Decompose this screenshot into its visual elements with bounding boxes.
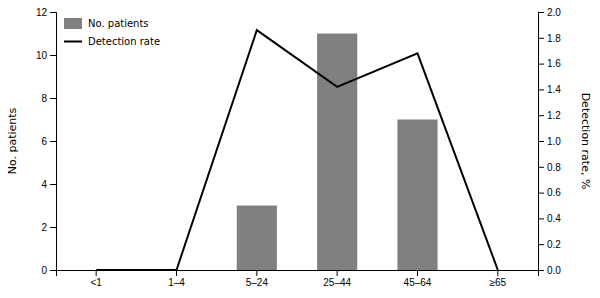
- plot: <1 1–4 5–24 25–44 45–64 ≥65 0 2 4 6 8 10 12 0.0 0.2 0.4…: [6, 7, 592, 288]
- tick: 1–4: [168, 270, 185, 288]
- tick-mark: [50, 141, 56, 142]
- tick-label: 45–64: [404, 277, 432, 288]
- tick-mark: [538, 64, 544, 65]
- tick: 0.0: [538, 265, 561, 276]
- tick: 25–44: [323, 270, 351, 288]
- legend-swatch: [64, 41, 82, 43]
- tick-mark: [50, 184, 56, 185]
- axis-title: Detection rate, %: [579, 93, 592, 190]
- tick: 2: [41, 222, 56, 233]
- bar: [317, 34, 357, 271]
- tick-mark: [538, 141, 544, 142]
- tick-label: 0: [41, 265, 47, 276]
- legend-label: No. patients: [88, 18, 149, 29]
- tick-mark: [50, 270, 56, 271]
- axis-title: No. patients: [6, 107, 19, 174]
- tick-label: 5–24: [246, 277, 269, 288]
- tick-mark: [256, 270, 257, 276]
- tick-label: 0.4: [547, 213, 561, 224]
- tick: <1: [90, 270, 102, 288]
- axis-line: [57, 271, 539, 277]
- tick-mark: [50, 98, 56, 99]
- tick-label: 2.0: [547, 7, 561, 18]
- bar: [397, 120, 437, 271]
- tick-label: 12: [36, 7, 48, 18]
- legend: No. patients Detection rate: [64, 18, 160, 47]
- tick: 1.6: [538, 58, 561, 69]
- tick-mark: [538, 193, 544, 194]
- tick-label: 8: [41, 93, 47, 104]
- tick: 0.2: [538, 239, 561, 250]
- tick: 12: [36, 7, 56, 18]
- tick: 5–24: [246, 270, 269, 288]
- legend-swatch: [64, 18, 82, 29]
- tick-label: 1.6: [547, 58, 561, 69]
- x-axis: <1 1–4 5–24 25–44 45–64 ≥65: [57, 270, 539, 288]
- bar-series: [237, 34, 438, 271]
- legend-label: Detection rate: [88, 36, 160, 47]
- tick-mark: [176, 270, 177, 276]
- tick-label: 1–4: [168, 277, 185, 288]
- tick: 1.0: [538, 136, 561, 147]
- tick-label: <1: [90, 277, 102, 288]
- tick: 10: [36, 50, 56, 61]
- tick-mark: [417, 270, 418, 276]
- tick-mark: [538, 270, 544, 271]
- tick: 1.4: [538, 84, 561, 95]
- tick-label: 4: [41, 179, 47, 190]
- tick-mark: [538, 244, 544, 245]
- tick-mark: [50, 12, 56, 13]
- tick-label: 6: [41, 136, 47, 147]
- tick-mark: [538, 115, 544, 116]
- tick-label: 0.6: [547, 187, 561, 198]
- tick: 0.8: [538, 162, 561, 173]
- tick: 1.8: [538, 33, 561, 44]
- chart: <1 1–4 5–24 25–44 45–64 ≥65 0 2 4 6 8 10 12 0.0 0.2 0.4…: [0, 0, 600, 298]
- tick: 4: [41, 179, 56, 190]
- y-axis: 0 2 4 6 8 10 12: [36, 7, 57, 276]
- y2-axis: 0.0 0.2 0.4 0.6 0.8 1.0 1.2 1.4 1.6 1.8 2.0: [538, 7, 561, 276]
- tick-mark: [50, 227, 56, 228]
- marks: [96, 30, 498, 270]
- tick: 0: [41, 265, 56, 276]
- tick-label: 1.2: [547, 110, 561, 121]
- tick-mark: [538, 38, 544, 39]
- tick-mark: [538, 218, 544, 219]
- tick-mark: [538, 12, 544, 13]
- tick-label: 25–44: [323, 277, 351, 288]
- tick-label: 2: [41, 222, 47, 233]
- legend-item: No. patients: [64, 18, 149, 29]
- tick-label: ≥65: [490, 277, 507, 288]
- tick-label: 0.0: [547, 265, 561, 276]
- tick: 1.2: [538, 110, 561, 121]
- tick-label: 1.8: [547, 33, 561, 44]
- tick: 0.6: [538, 187, 561, 198]
- tick-mark: [50, 55, 56, 56]
- tick-label: 1.0: [547, 136, 561, 147]
- axis-line: [50, 13, 57, 271]
- tick: ≥65: [490, 270, 507, 288]
- tick-mark: [538, 167, 544, 168]
- tick-label: 0.8: [547, 162, 561, 173]
- tick-mark: [96, 270, 97, 276]
- tick-mark: [337, 270, 338, 276]
- tick-label: 10: [36, 50, 48, 61]
- tick-mark: [538, 89, 544, 90]
- tick: 8: [41, 93, 56, 104]
- tick: 45–64: [404, 270, 432, 288]
- bar: [237, 206, 277, 271]
- axis-line: [539, 13, 545, 271]
- legend-item: Detection rate: [64, 36, 160, 47]
- tick-label: 1.4: [547, 84, 561, 95]
- tick-label: 0.2: [547, 239, 561, 250]
- tick: 0.4: [538, 213, 561, 224]
- tick: 6: [41, 136, 56, 147]
- tick-mark: [497, 270, 498, 276]
- tick: 2.0: [538, 7, 561, 18]
- line: [96, 30, 498, 270]
